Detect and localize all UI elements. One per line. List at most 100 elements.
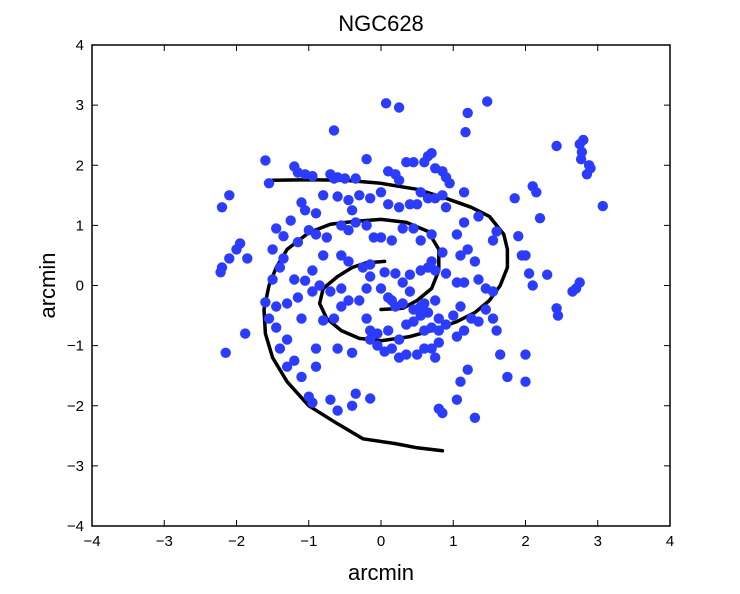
- data-point: [451, 394, 463, 405]
- data-point: [397, 223, 408, 234]
- data-point: [296, 371, 307, 383]
- x-tick-label: −2: [228, 533, 245, 550]
- y-tick-label: −1: [67, 338, 84, 355]
- data-point: [451, 277, 463, 288]
- data-point: [426, 256, 437, 267]
- y-axis-label: arcmin: [35, 252, 60, 318]
- data-point: [462, 244, 473, 255]
- data-point: [551, 140, 562, 152]
- y-tick-label: 3: [76, 97, 84, 114]
- x-tick-label: 2: [521, 533, 529, 550]
- data-point: [473, 274, 484, 285]
- data-point: [289, 355, 300, 366]
- data-point: [307, 286, 318, 297]
- data-point: [552, 310, 564, 321]
- data-point: [386, 235, 397, 246]
- data-point: [451, 229, 463, 240]
- data-point: [365, 193, 376, 204]
- data-point: [285, 215, 296, 226]
- data-point: [460, 127, 471, 138]
- data-point: [437, 247, 448, 258]
- data-point: [502, 371, 513, 383]
- x-tick-label: −3: [156, 533, 173, 550]
- data-point: [375, 232, 387, 243]
- data-point: [482, 96, 493, 107]
- x-tick-label: 4: [666, 533, 674, 550]
- data-point: [354, 190, 365, 201]
- data-point: [281, 298, 293, 309]
- data-point: [473, 316, 484, 327]
- data-point: [242, 253, 253, 264]
- data-point: [430, 352, 441, 363]
- data-point: [448, 310, 459, 321]
- data-point: [365, 393, 376, 404]
- data-point: [260, 297, 271, 308]
- spiral-arm-line: [270, 177, 510, 343]
- data-point: [307, 265, 318, 276]
- data-point: [426, 229, 437, 240]
- x-tick-labels: −4 −3 −2 −1 0 1 2 3 4: [83, 533, 674, 550]
- data-point: [458, 277, 470, 288]
- data-point: [487, 235, 499, 246]
- data-point: [365, 259, 376, 270]
- y-tick-label: −3: [67, 458, 84, 475]
- data-point: [397, 277, 408, 288]
- data-point: [343, 225, 354, 236]
- data-point: [260, 155, 271, 166]
- data-point: [383, 325, 394, 336]
- data-point: [440, 268, 452, 279]
- data-point: [343, 194, 354, 206]
- data-point: [487, 313, 499, 324]
- data-point: [408, 157, 419, 168]
- x-tick-label: 0: [377, 533, 385, 550]
- x-tick-label: −4: [83, 533, 100, 550]
- data-point: [343, 295, 354, 306]
- data-point: [354, 295, 365, 306]
- data-point: [310, 208, 322, 219]
- x-tick-label: 1: [449, 533, 457, 550]
- data-point: [393, 175, 405, 186]
- data-point: [440, 202, 452, 213]
- data-point: [433, 325, 444, 336]
- data-point: [281, 361, 293, 372]
- data-point: [404, 286, 416, 297]
- x-tick-label: −1: [300, 533, 317, 550]
- data-point: [455, 301, 466, 312]
- data-point: [574, 139, 585, 150]
- data-point: [380, 98, 392, 109]
- data-point: [397, 298, 408, 309]
- data-point: [393, 334, 405, 345]
- data-point: [433, 337, 444, 348]
- data-point: [325, 286, 336, 297]
- x-axis-label: arcmin: [348, 560, 414, 585]
- data-point: [437, 407, 448, 419]
- data-point: [433, 313, 444, 324]
- data-point: [336, 301, 347, 312]
- data-point: [289, 274, 300, 285]
- data-point: [314, 280, 325, 291]
- data-point: [401, 349, 412, 360]
- data-point: [231, 244, 242, 255]
- data-point: [375, 187, 387, 198]
- data-point: [401, 157, 412, 168]
- data-point: [271, 223, 282, 234]
- data-point: [520, 376, 531, 387]
- data-point: [274, 262, 286, 273]
- data-point: [350, 217, 361, 228]
- data-point: [310, 361, 322, 372]
- data-point: [408, 316, 419, 327]
- data-point: [495, 349, 506, 360]
- data-point: [321, 232, 332, 243]
- data-point: [372, 340, 383, 351]
- data-point: [361, 220, 372, 231]
- data-point: [451, 331, 463, 342]
- data-point: [527, 280, 538, 291]
- data-point: [310, 229, 322, 240]
- data-point: [491, 325, 502, 336]
- data-point: [415, 310, 426, 321]
- data-point: [339, 173, 351, 184]
- data-point: [386, 343, 397, 354]
- data-point: [278, 231, 289, 242]
- data-point: [350, 388, 361, 399]
